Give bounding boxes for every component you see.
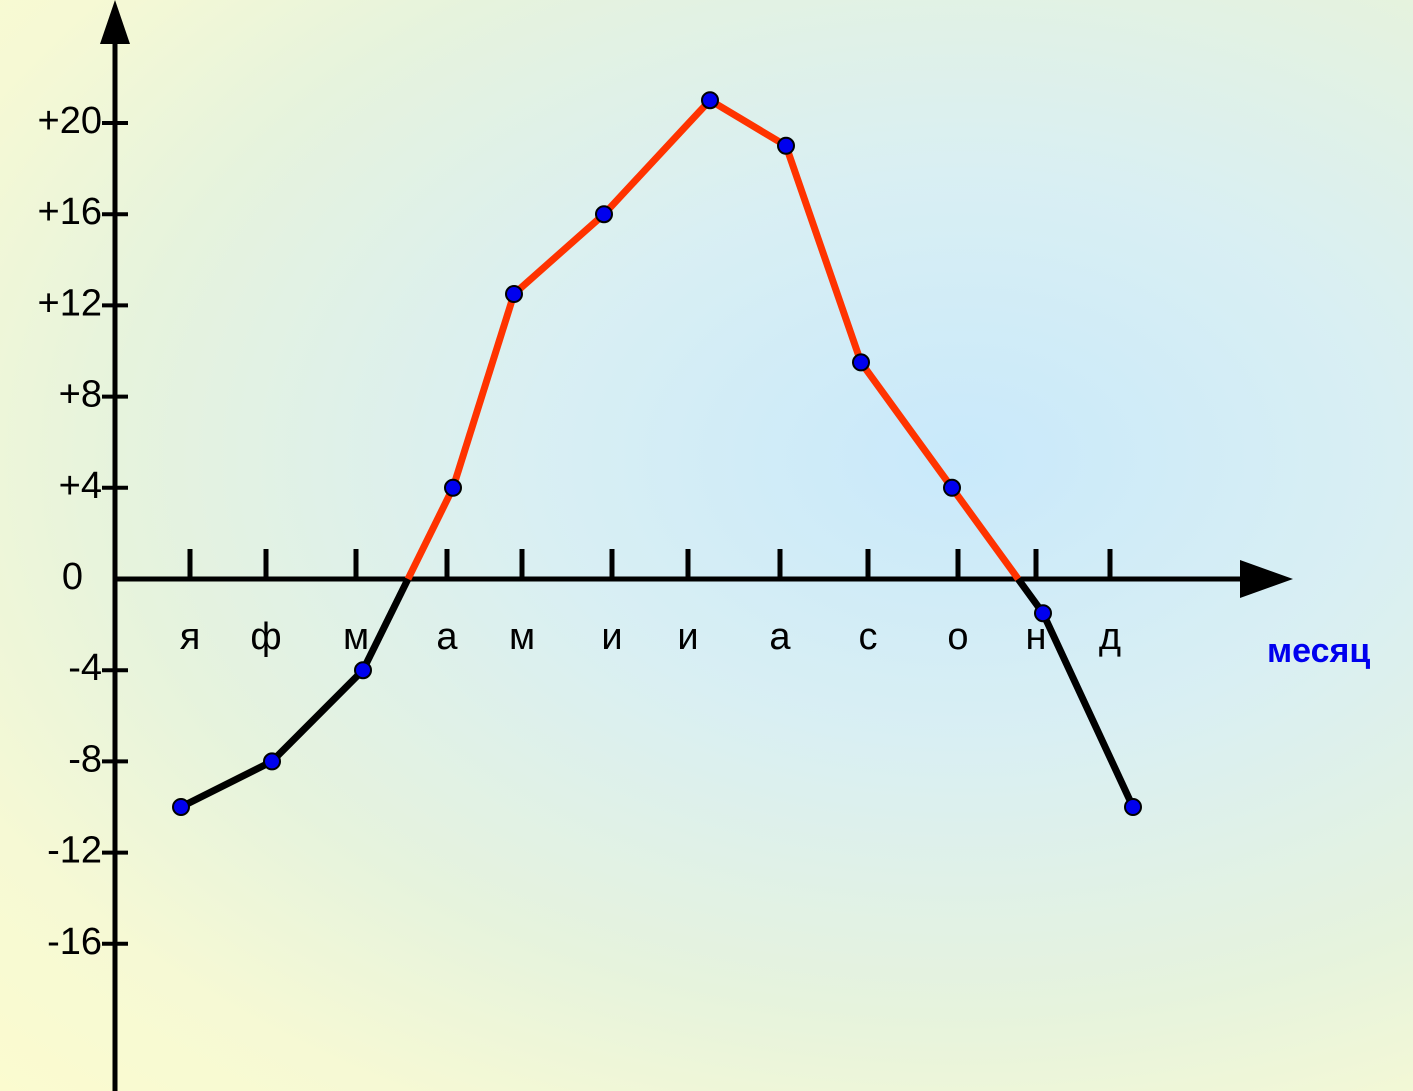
series-line-segment [511, 211, 607, 297]
data-points-group [172, 91, 1142, 816]
x-tick-label: и [677, 616, 698, 658]
series-line-segment [269, 667, 366, 764]
x-tick-label: ф [250, 616, 281, 658]
y-tick-label: +4 [59, 465, 102, 507]
data-point [852, 353, 870, 372]
x-tick-label: д [1099, 616, 1121, 658]
series-line-segment [601, 97, 713, 217]
series-line-segment [949, 485, 1022, 582]
data-point [701, 91, 719, 110]
series-line-segment [449, 292, 518, 489]
y-tick-label: +20 [38, 100, 102, 142]
series-line-segment [179, 758, 274, 811]
data-point [777, 136, 795, 155]
data-point [263, 752, 281, 771]
ticks-group [102, 121, 1113, 946]
data-point [595, 205, 613, 224]
x-axis-title: месяц [1267, 632, 1370, 670]
data-point [444, 478, 462, 497]
x-tick-label: а [769, 616, 791, 658]
y-tick-label: -16 [47, 921, 102, 963]
series-line-segment [404, 486, 457, 581]
y-tick-label: -12 [47, 830, 102, 872]
x-tick-label: и [601, 616, 622, 658]
labels-group: +20 +16 +12 +8 +4 0 -4 -8 -12 -16 я ф м а м и и а с о н д меся… [38, 100, 1371, 963]
x-axis-arrow [1240, 560, 1293, 598]
axes-group [100, 0, 1293, 1091]
x-tick-label: м [509, 616, 535, 658]
x-tick-label: м [343, 616, 369, 658]
y-tick-label: 0 [62, 556, 83, 598]
data-point [943, 478, 961, 497]
y-axis-arrow [100, 0, 130, 44]
data-point [1034, 604, 1052, 623]
series-line-segment [708, 97, 788, 149]
series-lines-group [179, 97, 1137, 811]
series-line-segment [858, 360, 955, 490]
x-tick-label: а [436, 616, 458, 658]
x-tick-label: н [1026, 616, 1047, 658]
data-point [172, 798, 190, 816]
y-tick-label: -8 [68, 738, 102, 780]
series-line-segment [782, 144, 865, 364]
x-tick-label: с [859, 616, 878, 658]
y-tick-label: +12 [38, 282, 102, 324]
data-point [1124, 798, 1142, 816]
data-point [354, 661, 372, 680]
data-point [505, 285, 523, 303]
x-tick-label: о [947, 616, 968, 658]
series-line-segment [359, 577, 412, 672]
y-tick-label: +16 [38, 191, 102, 233]
series-line-segment [1039, 611, 1137, 809]
x-tick-label: я [180, 616, 201, 658]
y-tick-label: -4 [68, 647, 102, 689]
y-tick-label: +8 [59, 374, 102, 416]
